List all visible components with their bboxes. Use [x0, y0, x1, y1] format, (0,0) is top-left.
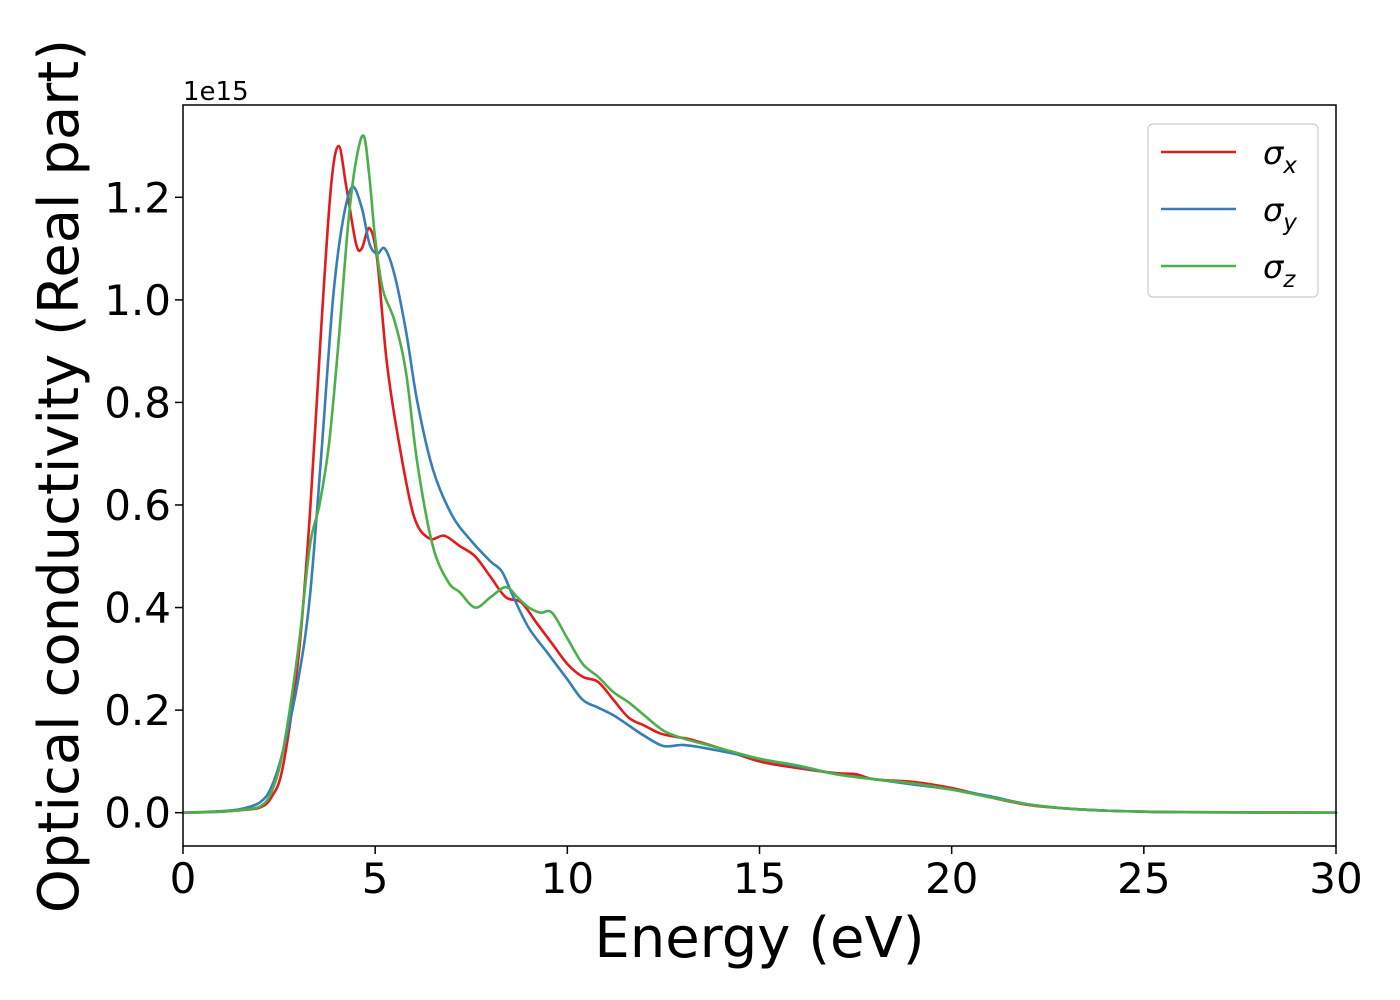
- y-tick-label: 1.0: [104, 276, 171, 325]
- y-tick-label: 0.8: [104, 378, 171, 427]
- y-tick-label: 0.0: [104, 789, 171, 838]
- y-axis-label: Optical conductivity (Real part): [27, 39, 92, 913]
- legend-label-x: σx: [1263, 134, 1297, 179]
- x-axis-ticks: 0 5 10 15 20 25 30: [170, 846, 1363, 903]
- legend-box: [1147, 123, 1319, 298]
- y-tick-label: 0.2: [104, 686, 171, 735]
- y-tick-label: 0.6: [104, 481, 171, 530]
- series-line-z: [181, 134, 1338, 814]
- y-tick-label: 0.4: [104, 584, 171, 633]
- x-tick-label: 10: [541, 854, 594, 903]
- x-tick-label: 0: [170, 854, 197, 903]
- y-axis-ticks: 0.0 0.2 0.4 0.6 0.8 1.0 1.2: [104, 173, 183, 838]
- x-tick-label: 30: [1309, 854, 1362, 903]
- y-offset-text: 1e15: [183, 77, 249, 107]
- x-tick-label: 5: [362, 854, 389, 903]
- x-axis-label: Energy (eV): [594, 906, 924, 971]
- series-layer: [181, 134, 1338, 814]
- x-tick-label: 15: [733, 854, 786, 903]
- legend-label-z: σz: [1263, 248, 1296, 293]
- y-tick-label: 1.2: [104, 173, 171, 222]
- x-tick-label: 20: [925, 854, 978, 903]
- legend-label-y: σy: [1263, 191, 1297, 236]
- legend: σx σy σz: [1147, 123, 1319, 298]
- x-tick-label: 25: [1117, 854, 1170, 903]
